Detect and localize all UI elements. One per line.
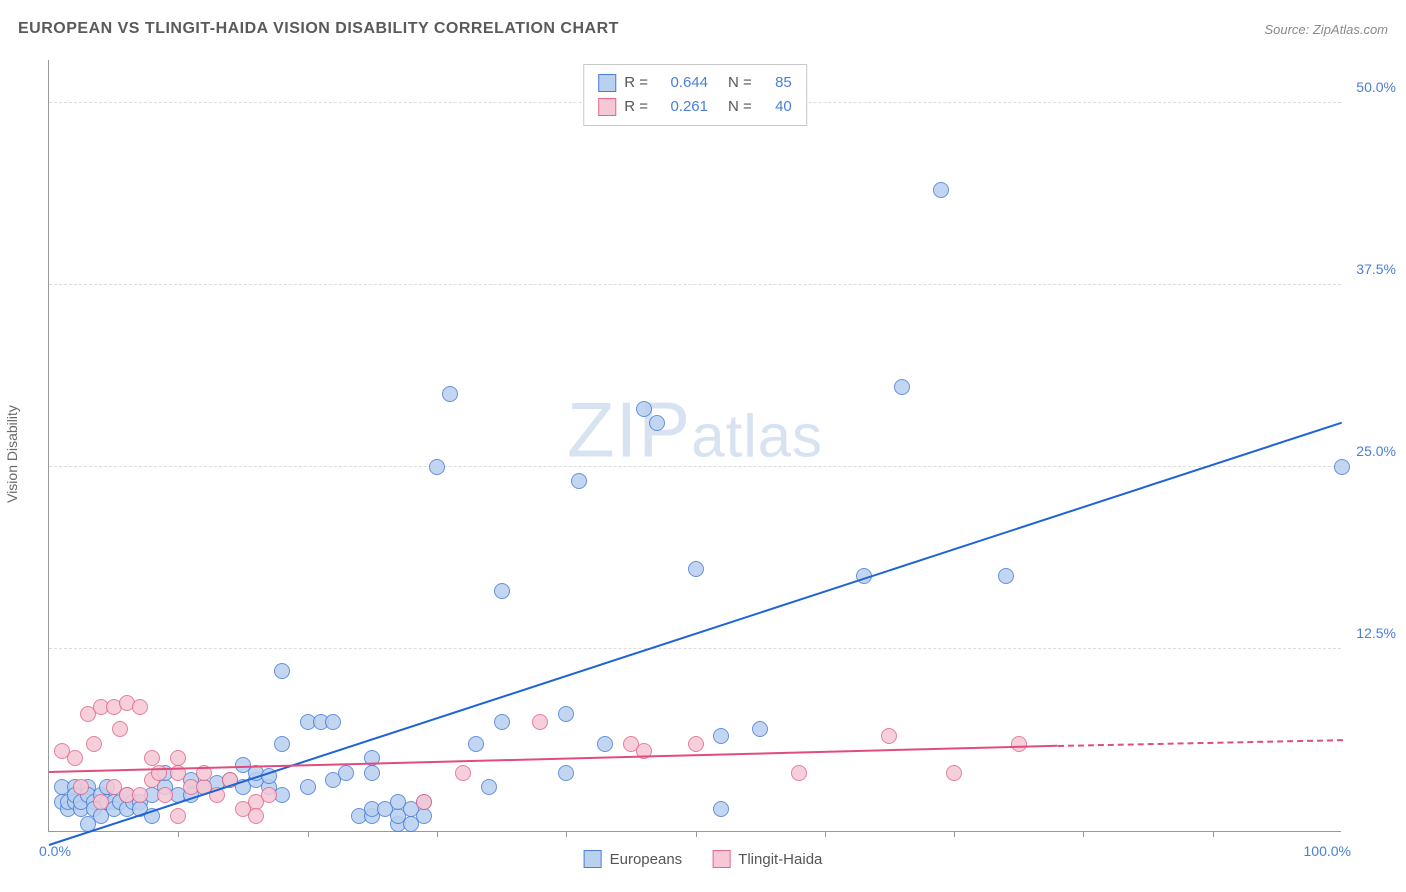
scatter-point [481, 779, 497, 795]
x-tick [1213, 831, 1214, 837]
x-tick [308, 831, 309, 837]
scatter-point [455, 765, 471, 781]
x-tick [566, 831, 567, 837]
scatter-point [442, 386, 458, 402]
legend-series-label: Tlingit-Haida [738, 851, 822, 868]
scatter-point [93, 794, 109, 810]
scatter-point [416, 808, 432, 824]
legend-swatch-icon [598, 98, 616, 116]
x-tick [696, 831, 697, 837]
scatter-point [274, 663, 290, 679]
legend-stat-row: R = 0.644 N = 85 [598, 71, 792, 95]
scatter-point [1011, 736, 1027, 752]
n-value: 40 [762, 95, 792, 119]
scatter-point [157, 787, 173, 803]
x-axis-max-label: 100.0% [1304, 843, 1351, 859]
scatter-point [132, 699, 148, 715]
scatter-point [558, 765, 574, 781]
legend-swatch-icon [712, 850, 730, 868]
scatter-point [170, 808, 186, 824]
scatter-point [597, 736, 613, 752]
scatter-point [261, 787, 277, 803]
r-label: R = [624, 71, 648, 95]
plot-area: ZIPatlas R =0.644N =85R =0.261N =40 0.0%… [48, 60, 1341, 832]
y-axis-label: Vision Disability [4, 405, 20, 503]
scatter-point [946, 765, 962, 781]
scatter-point [73, 779, 89, 795]
scatter-point [364, 765, 380, 781]
legend-swatch-icon [584, 850, 602, 868]
legend-series-item: Europeans [584, 850, 683, 868]
n-label: N = [728, 71, 752, 95]
source-label: Source: ZipAtlas.com [1264, 22, 1388, 37]
n-label: N = [728, 95, 752, 119]
legend-stats: R = 0.644 N = 85 R = 0.261 N = 40 [583, 64, 807, 126]
scatter-point [429, 459, 445, 475]
scatter-point [688, 736, 704, 752]
trend-line [49, 745, 1058, 773]
scatter-point [894, 379, 910, 395]
r-label: R = [624, 95, 648, 119]
scatter-point [494, 583, 510, 599]
scatter-point [571, 473, 587, 489]
scatter-point [713, 728, 729, 744]
scatter-point [274, 736, 290, 752]
scatter-point [325, 714, 341, 730]
legend-series-item: Tlingit-Haida [712, 850, 822, 868]
scatter-point [248, 808, 264, 824]
y-tick-label: 25.0% [1356, 443, 1396, 459]
trend-line [1058, 739, 1342, 747]
scatter-point [338, 765, 354, 781]
scatter-point [752, 721, 768, 737]
gridline [49, 466, 1341, 467]
scatter-point [998, 568, 1014, 584]
r-value: 0.644 [658, 71, 708, 95]
y-tick-label: 37.5% [1356, 261, 1396, 277]
x-tick [437, 831, 438, 837]
scatter-point [132, 787, 148, 803]
scatter-point [67, 750, 83, 766]
scatter-point [791, 765, 807, 781]
scatter-point [468, 736, 484, 752]
x-axis-min-label: 0.0% [39, 843, 71, 859]
y-tick-label: 50.0% [1356, 79, 1396, 95]
r-value: 0.261 [658, 95, 708, 119]
scatter-point [1334, 459, 1350, 475]
x-tick [1083, 831, 1084, 837]
watermark: ZIPatlas [567, 385, 823, 476]
x-tick [825, 831, 826, 837]
scatter-point [532, 714, 548, 730]
chart-title: EUROPEAN VS TLINGIT-HAIDA VISION DISABIL… [18, 20, 619, 38]
scatter-point [558, 706, 574, 722]
x-tick [178, 831, 179, 837]
gridline [49, 284, 1341, 285]
scatter-point [933, 182, 949, 198]
scatter-point [881, 728, 897, 744]
scatter-point [688, 561, 704, 577]
scatter-point [112, 721, 128, 737]
legend-swatch-icon [598, 74, 616, 92]
scatter-point [86, 736, 102, 752]
n-value: 85 [762, 71, 792, 95]
scatter-point [494, 714, 510, 730]
gridline [49, 648, 1341, 649]
legend-series: Europeans Tlingit-Haida [584, 850, 823, 868]
title-bar: EUROPEAN VS TLINGIT-HAIDA VISION DISABIL… [18, 20, 1388, 38]
legend-stat-row: R = 0.261 N = 40 [598, 95, 792, 119]
scatter-point [416, 794, 432, 810]
scatter-point [636, 401, 652, 417]
legend-series-label: Europeans [610, 851, 683, 868]
y-tick-label: 12.5% [1356, 625, 1396, 641]
trend-line [49, 421, 1343, 845]
x-tick [954, 831, 955, 837]
scatter-point [649, 415, 665, 431]
scatter-point [300, 779, 316, 795]
scatter-point [713, 801, 729, 817]
